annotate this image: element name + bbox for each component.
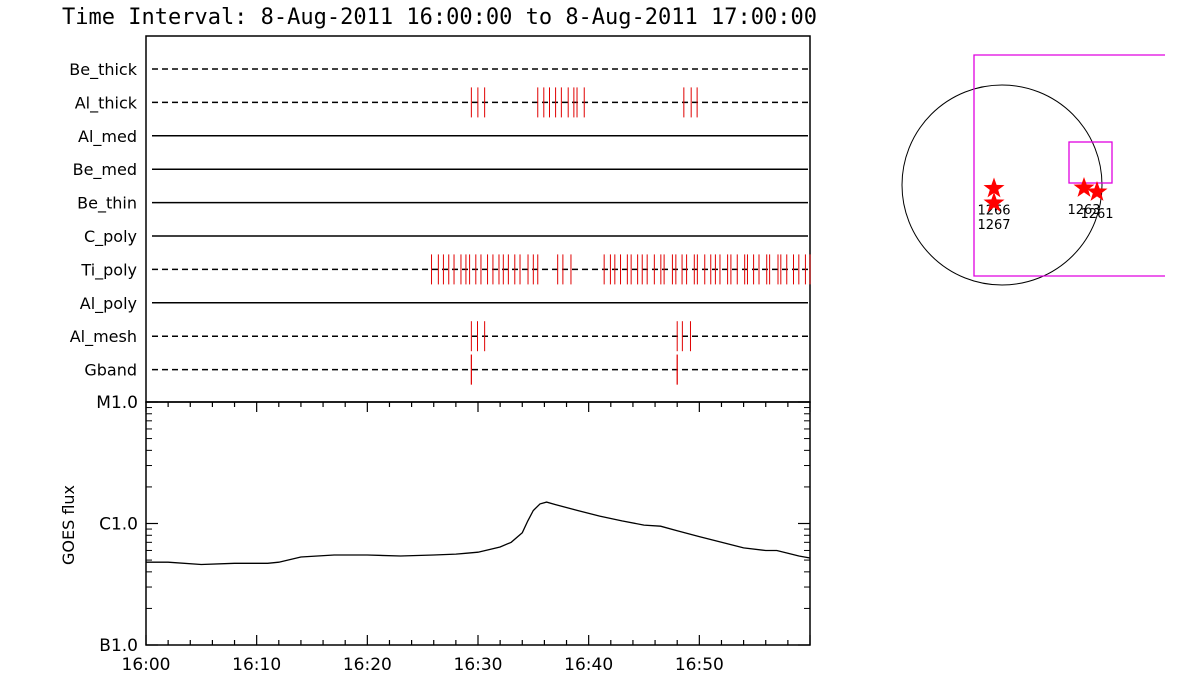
filter-label: Al_thick (75, 93, 138, 113)
active-region-label: 1267 (977, 218, 1010, 233)
event-marks (537, 87, 585, 118)
filter-row: Be_med (73, 160, 808, 180)
event-marks (676, 321, 691, 352)
event-marks (683, 87, 698, 118)
x-tick-label: 16:30 (454, 655, 503, 675)
filter-label: Al_poly (80, 294, 137, 314)
x-tick-label: 16:20 (343, 655, 392, 675)
event-marks (470, 87, 486, 118)
x-tick-label: 16:50 (675, 655, 724, 675)
active-region: 1266 (977, 177, 1011, 219)
y-axis-label: GOES flux (59, 485, 78, 565)
goes-flux-line (146, 501, 811, 566)
filter-timeline-panel: Be_thick Al_thick Al_med Be_med Be_thin C_pol… (69, 35, 811, 403)
field-of-view-box (973, 54, 1165, 277)
active-region-star (1086, 181, 1108, 201)
active-region-label: 1261 (1080, 207, 1113, 222)
filter-label: Be_med (73, 160, 137, 180)
goes-panel: B1.0 C1.0 M1.0 16:00 16:10 16:20 16:30 16:40 16:… (59, 393, 811, 675)
filter-label: Al_mesh (70, 327, 137, 347)
filter-row: Al_mesh (70, 321, 808, 352)
filter-label: C_poly (84, 227, 137, 247)
zoom-box (1068, 141, 1113, 184)
active-region-label: 1266 (977, 204, 1010, 219)
event-marks (431, 254, 539, 285)
active-region: 1263 (1067, 177, 1101, 218)
event-marks (603, 254, 811, 285)
filter-row: Gband (84, 354, 808, 385)
active-region-star (983, 177, 1005, 198)
goes-frame (145, 401, 811, 646)
active-region-star (983, 192, 1005, 212)
y-tick-label: M1.0 (96, 393, 138, 413)
filter-label: Al_med (78, 127, 137, 147)
active-region-label: 1263 (1067, 203, 1100, 218)
x-tick-label: 16:00 (122, 655, 171, 675)
filter-row: Be_thick (69, 60, 808, 80)
filter-row: C_poly (84, 227, 808, 247)
solar-disk (901, 84, 1103, 286)
filter-row: Al_poly (80, 294, 808, 314)
filter-label: Be_thin (77, 194, 137, 214)
chart-title: Time Interval: 8-Aug-2011 16:00:00 to 8-… (62, 5, 817, 30)
filter-label: Gband (84, 361, 137, 380)
y-tick-label: C1.0 (99, 515, 138, 535)
filter-row: Al_thick (75, 87, 808, 118)
filter-row: Be_thin (77, 194, 808, 214)
filter-row: Ti_poly (80, 254, 811, 285)
filter-row: Al_med (78, 127, 808, 147)
x-tick-label: 16:10 (232, 655, 281, 675)
y-tick-label: B1.0 (99, 636, 138, 656)
event-marks (557, 254, 572, 285)
active-region-star (1073, 177, 1095, 197)
x-tick-label: 16:40 (564, 655, 613, 675)
active-region: 1267 (977, 192, 1011, 233)
filter-label: Ti_poly (80, 260, 137, 280)
active-region: 1261 (1080, 181, 1114, 222)
event-marks (470, 321, 486, 352)
filter-label: Be_thick (69, 60, 137, 80)
